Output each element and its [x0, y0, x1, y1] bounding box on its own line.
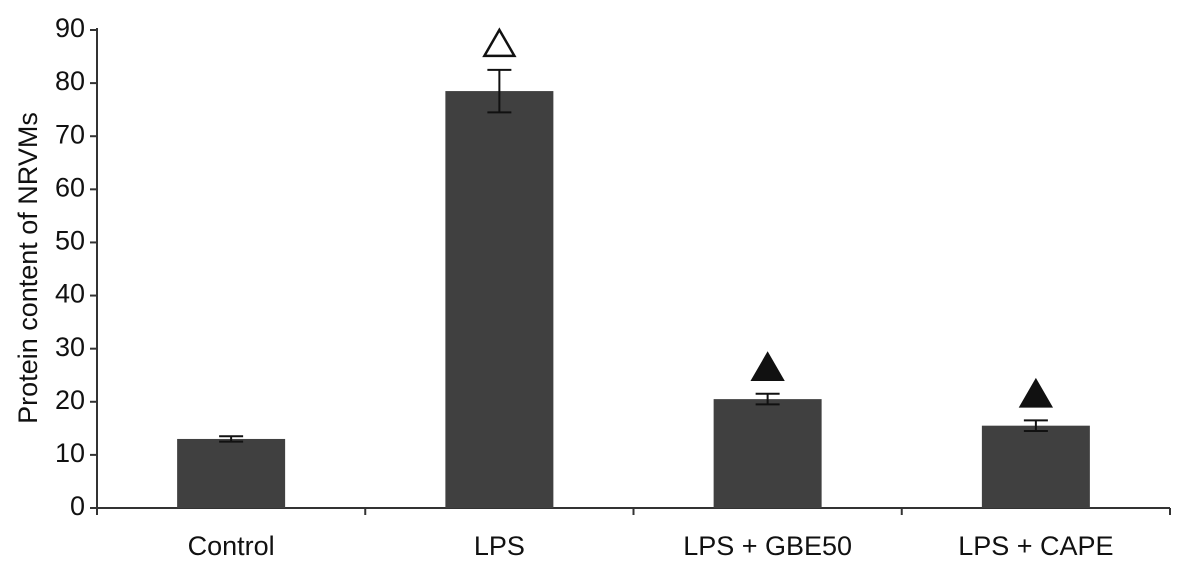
bar [981, 425, 1090, 508]
y-tick-label: 90 [55, 13, 85, 43]
x-tick-label: LPS [474, 531, 525, 561]
bar [445, 91, 554, 509]
significance-marker [750, 351, 785, 382]
y-tick-label: 20 [55, 385, 85, 415]
significance-marker [482, 27, 517, 58]
y-tick-label: 60 [55, 172, 85, 202]
y-tick-label: 50 [55, 226, 85, 256]
y-tick-label: 0 [70, 491, 85, 521]
y-tick-label: 40 [55, 279, 85, 309]
bar [177, 438, 286, 508]
x-tick-label: LPS + CAPE [958, 531, 1113, 561]
x-tick-label: Control [188, 531, 275, 561]
y-tick-label: 80 [55, 66, 85, 96]
y-axis-label: Protein content of NRVMs [13, 112, 43, 424]
significance-marker [1018, 377, 1054, 408]
y-tick-label: 70 [55, 119, 85, 149]
error-bar [219, 435, 244, 443]
bar [713, 399, 822, 508]
error-bar [755, 392, 780, 406]
y-tick-label: 30 [55, 332, 85, 362]
y-tick-label: 10 [55, 438, 85, 468]
error-bar [487, 68, 512, 114]
error-bar [1023, 419, 1048, 432]
x-tick-label: LPS + GBE50 [683, 531, 852, 561]
